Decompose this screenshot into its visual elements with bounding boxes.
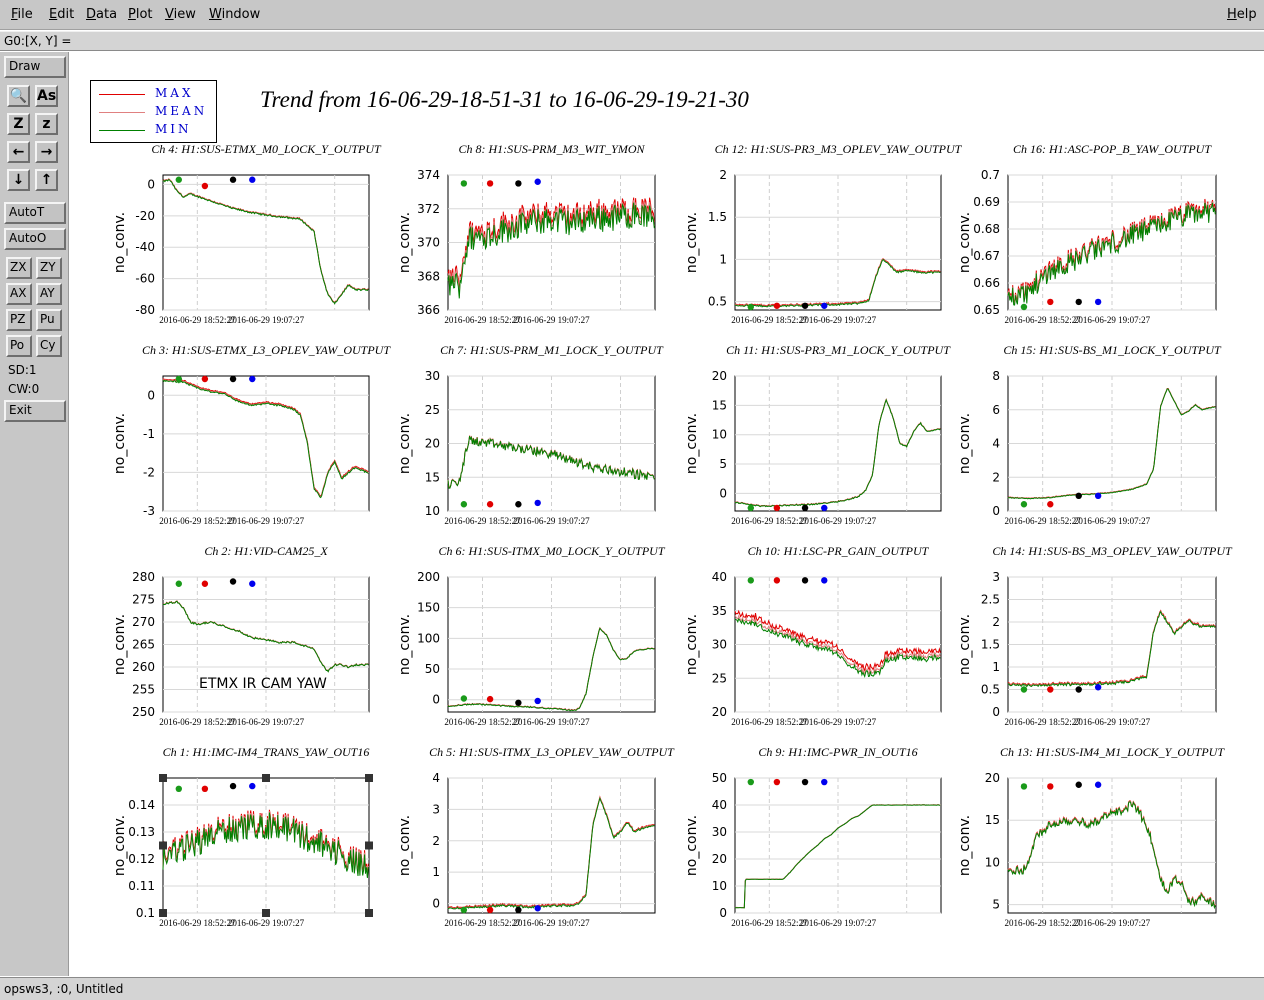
menu-plot[interactable]: Plot [128, 7, 153, 22]
status-text: opsws3, :0, Untitled [4, 982, 124, 996]
pu-button[interactable]: Pu [36, 309, 62, 331]
menu-data[interactable]: Data [86, 7, 118, 22]
legend-item-max: MAX [91, 86, 216, 104]
menu-window[interactable]: Window [209, 7, 261, 22]
sd-readout: SD:1 [8, 363, 37, 377]
arrow-up-icon[interactable]: ↑ [35, 169, 58, 191]
menu-view[interactable]: View [165, 7, 196, 22]
legend-label-max: MAX [155, 86, 194, 100]
po-button[interactable]: Po [6, 335, 32, 357]
coordinate-readout-bar: G0:[X, Y] = [0, 31, 1264, 51]
legend: MAX MEAN MIN [90, 80, 217, 143]
magnifier-icon[interactable]: 🔍 [7, 85, 30, 107]
draw-button[interactable]: Draw [4, 56, 66, 78]
ay-button[interactable]: AY [36, 283, 62, 305]
legend-label-mean: MEAN [155, 104, 208, 118]
arrow-down-icon[interactable]: ↓ [7, 169, 30, 191]
status-bar: opsws3, :0, Untitled [0, 977, 1264, 1000]
pz-button[interactable]: PZ [6, 309, 32, 331]
page-title: Trend from 16-06-29-18-51-31 to 16-06-29… [260, 87, 749, 112]
ax-button[interactable]: AX [6, 283, 32, 305]
zoom-out-icon[interactable]: z [35, 113, 58, 135]
coordinate-readout: G0:[X, Y] = [4, 34, 72, 48]
menu-bar: File Edit Data Plot View Window Help [0, 0, 1264, 30]
menu-help[interactable]: Help [1227, 7, 1257, 22]
text-size-icon[interactable]: As [35, 85, 58, 107]
zx-button[interactable]: ZX [6, 257, 32, 279]
zoom-in-icon[interactable]: Z [7, 113, 30, 135]
legend-swatch-min [99, 130, 145, 131]
arrow-right-icon[interactable]: → [35, 141, 58, 163]
arrow-left-icon[interactable]: ← [7, 141, 30, 163]
legend-item-mean: MEAN [91, 104, 216, 122]
plot-canvas [70, 52, 1264, 976]
autot-button[interactable]: AutoT [4, 202, 66, 224]
legend-label-min: MIN [155, 122, 192, 136]
cw-readout: CW:0 [8, 382, 40, 396]
zy-button[interactable]: ZY [36, 257, 62, 279]
menu-file[interactable]: File [11, 7, 33, 22]
exit-button[interactable]: Exit [4, 400, 66, 422]
menu-edit[interactable]: Edit [49, 7, 75, 22]
legend-swatch-mean [99, 112, 145, 113]
cy-button[interactable]: Cy [36, 335, 62, 357]
autoo-button[interactable]: AutoO [4, 228, 66, 250]
legend-swatch-max [99, 94, 145, 95]
legend-item-min: MIN [91, 122, 216, 140]
